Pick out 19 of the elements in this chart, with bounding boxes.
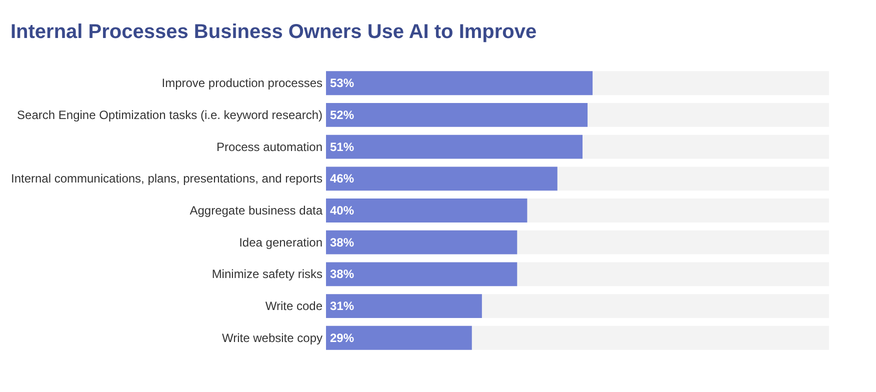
data-label: 29%	[330, 330, 354, 345]
data-label: 53%	[330, 76, 354, 90]
data-label: 38%	[330, 235, 354, 250]
y-tick-label: Process automation	[216, 140, 322, 154]
data-label: 51%	[330, 140, 354, 154]
y-tick-label: Write website copy	[222, 330, 322, 345]
data-label: 52%	[330, 108, 354, 122]
y-tick-label: Aggregate business data	[190, 204, 323, 218]
y-tick-label: Write code	[265, 299, 323, 314]
y-tick-label: Idea generation	[239, 235, 322, 250]
data-label: 40%	[330, 204, 354, 218]
y-tick-label: Minimize safety risks	[212, 267, 322, 282]
data-label: 38%	[330, 267, 354, 282]
chart-title: Internal Processes Business Owners Use AI to Improve	[10, 21, 537, 43]
y-tick-label: Improve production processes	[162, 76, 322, 90]
data-label: 31%	[330, 299, 354, 314]
y-tick-label: Internal communications, plans, presentations, and reports	[10, 172, 322, 186]
y-tick-label: Search Engine Optimization tasks (i.e. keyword research)	[17, 108, 322, 122]
data-label: 46%	[330, 172, 354, 186]
